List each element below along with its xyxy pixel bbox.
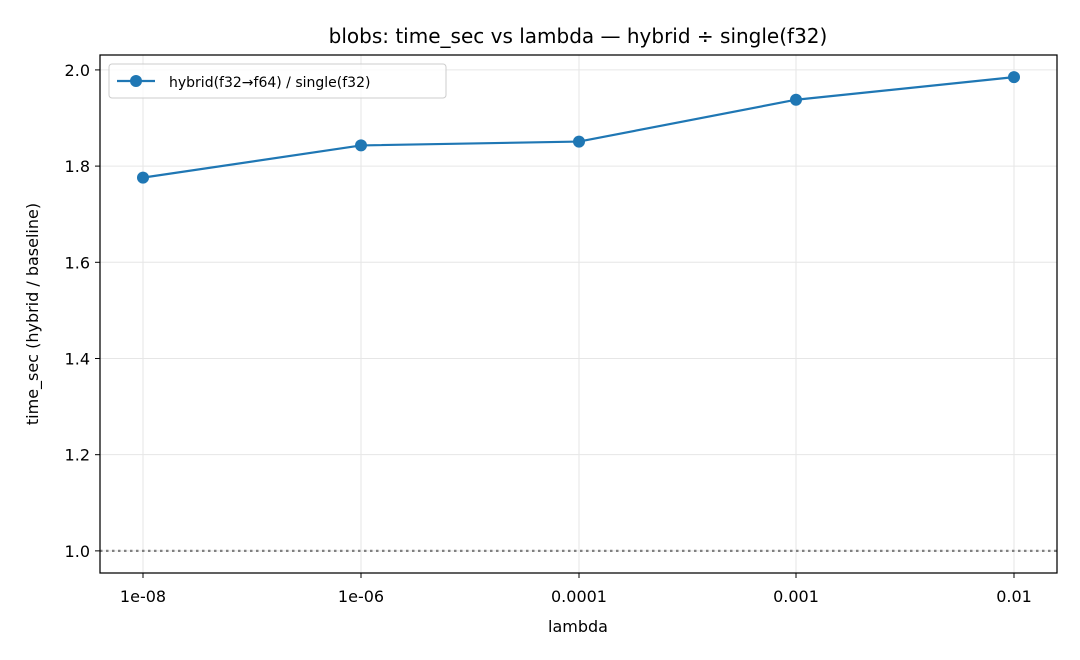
x-ticks: 1e-08 1e-06 0.0001 0.001 0.01 xyxy=(120,573,1032,606)
x-axis-label: lambda xyxy=(548,617,608,636)
x-tick-label: 1e-08 xyxy=(120,587,166,606)
y-axis-label: time_sec (hybrid / baseline) xyxy=(23,203,43,425)
y-tick-label: 1.6 xyxy=(65,253,90,272)
y-tick-label: 1.0 xyxy=(65,542,90,561)
data-point xyxy=(1008,71,1020,84)
y-tick-label: 2.0 xyxy=(65,61,90,80)
y-ticks: 1.0 1.2 1.4 1.6 1.8 2.0 xyxy=(65,61,100,561)
y-tick-label: 1.4 xyxy=(65,349,90,368)
data-point xyxy=(573,135,585,148)
chart-title: blobs: time_sec vs lambda — hybrid ÷ sin… xyxy=(329,24,828,48)
legend-marker-swatch xyxy=(130,75,142,87)
data-point xyxy=(790,93,802,106)
x-tick-label: 1e-06 xyxy=(338,587,384,606)
x-tick-label: 0.001 xyxy=(773,587,819,606)
legend-entry-label: hybrid(f32→f64) / single(f32) xyxy=(169,75,370,91)
y-tick-label: 1.2 xyxy=(65,446,90,465)
legend-box xyxy=(108,63,447,99)
data-point xyxy=(355,139,367,152)
legend: hybrid(f32→f64) / single(f32) xyxy=(108,63,447,99)
x-tick-label: 0.0001 xyxy=(551,587,607,606)
data-point xyxy=(137,171,149,184)
series-layer xyxy=(137,71,1020,184)
y-tick-label: 1.8 xyxy=(65,157,90,176)
x-tick-label: 0.01 xyxy=(996,587,1032,606)
